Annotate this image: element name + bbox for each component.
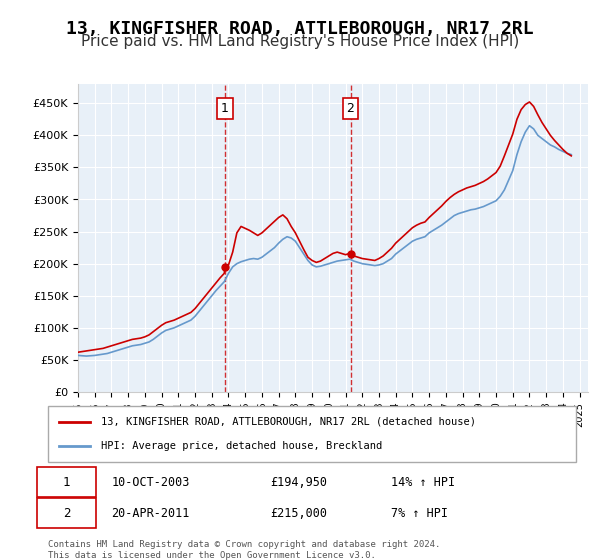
Text: Contains HM Land Registry data © Crown copyright and database right 2024.
This d: Contains HM Land Registry data © Crown c… — [48, 540, 440, 560]
FancyBboxPatch shape — [37, 468, 95, 497]
Text: 14% ↑ HPI: 14% ↑ HPI — [391, 475, 455, 489]
Text: 13, KINGFISHER ROAD, ATTLEBOROUGH, NR17 2RL (detached house): 13, KINGFISHER ROAD, ATTLEBOROUGH, NR17 … — [101, 417, 476, 427]
Text: 7% ↑ HPI: 7% ↑ HPI — [391, 507, 448, 520]
Text: 1: 1 — [221, 102, 229, 115]
Text: £215,000: £215,000 — [270, 507, 327, 520]
Text: HPI: Average price, detached house, Breckland: HPI: Average price, detached house, Brec… — [101, 441, 382, 451]
FancyBboxPatch shape — [48, 406, 576, 462]
Text: 2: 2 — [63, 507, 70, 520]
Text: 10-OCT-2003: 10-OCT-2003 — [112, 475, 190, 489]
Text: 20-APR-2011: 20-APR-2011 — [112, 507, 190, 520]
Text: 13, KINGFISHER ROAD, ATTLEBOROUGH, NR17 2RL: 13, KINGFISHER ROAD, ATTLEBOROUGH, NR17 … — [66, 20, 534, 38]
Text: 2: 2 — [347, 102, 355, 115]
Text: Price paid vs. HM Land Registry's House Price Index (HPI): Price paid vs. HM Land Registry's House … — [81, 34, 519, 49]
FancyBboxPatch shape — [37, 498, 95, 528]
Text: £194,950: £194,950 — [270, 475, 327, 489]
Text: 1: 1 — [63, 475, 70, 489]
